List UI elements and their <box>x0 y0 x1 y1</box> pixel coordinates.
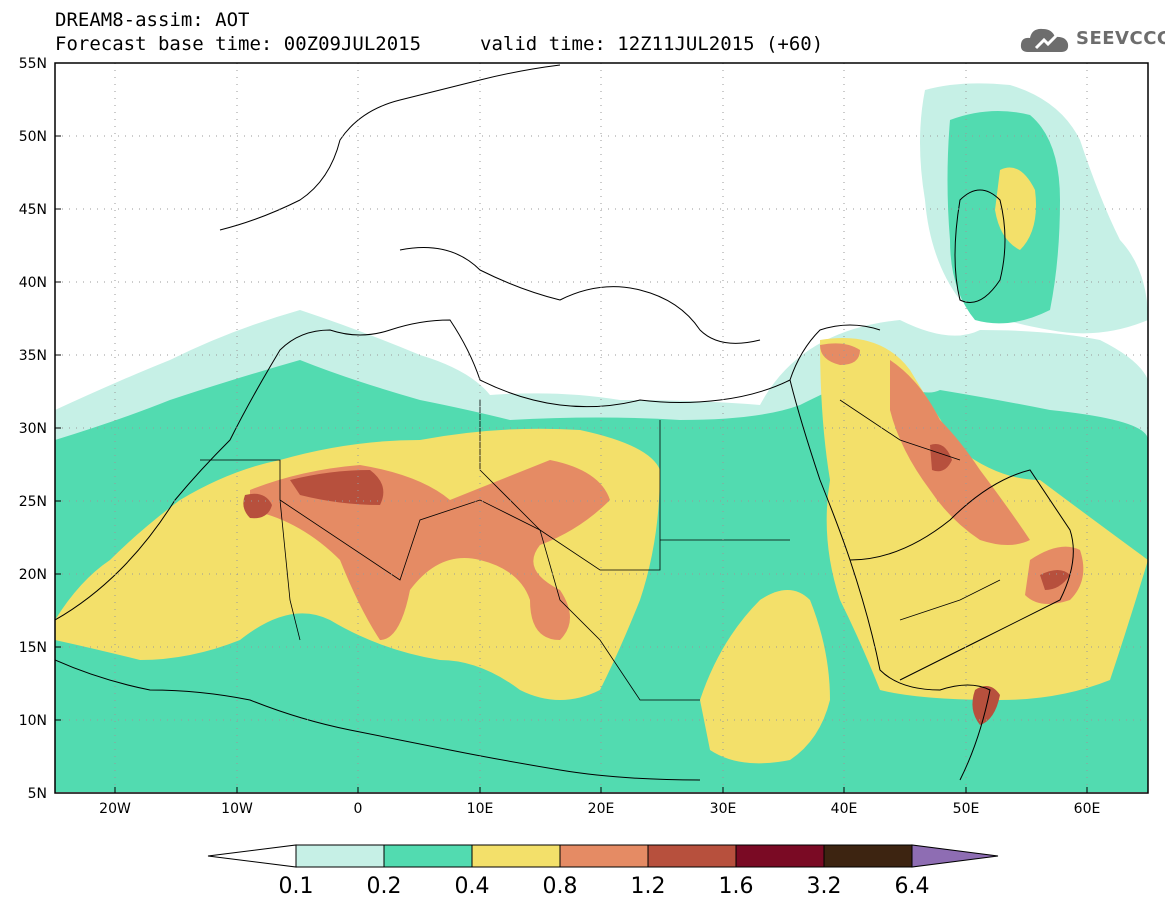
aot-band-1.2 <box>290 470 384 505</box>
colorbar-label: 0.4 <box>455 874 490 899</box>
colorbar-label: 6.4 <box>895 874 930 899</box>
colorbar-segment <box>559 844 649 868</box>
colorbar-label: 0.2 <box>367 874 402 899</box>
colorbar-segment <box>735 844 825 868</box>
lat-label: 40N <box>19 275 47 291</box>
lon-label: 60E <box>1074 801 1101 817</box>
colorbar-segment <box>295 844 385 868</box>
lat-label: 25N <box>19 494 47 510</box>
lon-label: 30E <box>710 801 737 817</box>
aot-band-0.8 <box>250 460 610 640</box>
longitude-labels: 20W 10W 0 10E 20E 30E 40E 50E 60E <box>99 801 1100 817</box>
valid-time: valid time: 12Z11JUL2015 (+60) <box>480 33 824 55</box>
lat-label: 35N <box>19 348 47 364</box>
colorbar-label: 3.2 <box>807 874 842 899</box>
colorbar-label: 0.8 <box>543 874 578 899</box>
colorbar-segment <box>383 844 473 868</box>
colorbar-label: 1.6 <box>719 874 754 899</box>
lat-label: 5N <box>28 786 47 802</box>
colorbar-lower-triangle <box>207 844 297 868</box>
logo-text: SEEVCCC <box>1076 28 1165 49</box>
aot-band-1.2-gulf <box>930 444 952 472</box>
aot-band-1.2-oman <box>1040 570 1070 590</box>
lat-label: 45N <box>19 202 47 218</box>
aot-band-0.4-caspian <box>995 167 1036 250</box>
lat-label: 50N <box>19 129 47 145</box>
aot-band-0.8-levant <box>820 343 860 365</box>
lat-label: 20N <box>19 567 47 583</box>
latitude-labels: 55N 50N 45N 40N 35N 30N 25N 20N 15N 10N … <box>19 56 47 802</box>
lat-label: 30N <box>19 421 47 437</box>
lon-label: 10W <box>221 801 253 817</box>
aot-band-0.8-gulf <box>890 360 1030 545</box>
aot-band-1.2-b <box>243 493 272 519</box>
lat-label: 15N <box>19 640 47 656</box>
seevccc-logo: SEEVCCC <box>1018 22 1165 58</box>
colorbar-segment <box>471 844 561 868</box>
colorbar-segment <box>823 844 913 868</box>
lon-label: 50E <box>953 801 980 817</box>
colorbar-label: 0.1 <box>279 874 314 899</box>
gridlines <box>55 63 1148 792</box>
lon-label: 20E <box>588 801 615 817</box>
colorbar: 0.1 0.2 0.4 0.8 1.2 1.6 3.2 6.4 <box>207 844 999 899</box>
lon-label: 40E <box>831 801 858 817</box>
colorbar-label: 1.2 <box>631 874 666 899</box>
colorbar-segment <box>647 844 737 868</box>
cloud-icon <box>1020 28 1069 52</box>
forecast-base-time: Forecast base time: 00Z09JUL2015 <box>55 33 422 55</box>
coastlines <box>55 64 1074 781</box>
lon-label: 10E <box>467 801 494 817</box>
axis-ticks <box>55 62 1088 794</box>
lat-label: 55N <box>19 56 47 72</box>
lat-label: 10N <box>19 713 47 729</box>
map-title: DREAM8-assim: AOT <box>55 9 250 31</box>
lon-label: 0 <box>354 801 363 817</box>
colorbar-upper-triangle <box>911 844 999 868</box>
lon-label: 20W <box>99 801 131 817</box>
